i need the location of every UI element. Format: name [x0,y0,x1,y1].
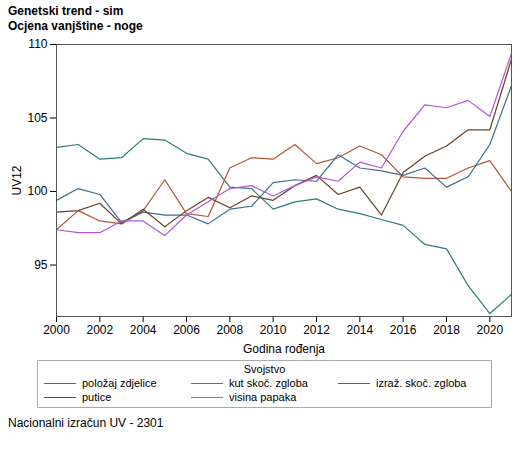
svg-text:2014: 2014 [346,323,373,337]
svg-text:100: 100 [27,184,47,198]
svg-text:Godina rođenja: Godina rođenja [243,342,325,356]
html-text:Genetski trend - sim: Genetski trend - sim [8,4,124,18]
html-text:Svojstvo: Svojstvo [243,363,286,375]
svg-text:110: 110 [28,37,47,51]
svg-text:2002: 2002 [86,323,113,337]
svg-text:105: 105 [27,111,47,125]
svg-text:2016: 2016 [390,323,417,337]
html-text:Ocjena vanjštine - noge: Ocjena vanjštine - noge [8,19,143,33]
html-text:izraž. skoč. zgloba: izraž. skoč. zgloba [376,377,467,389]
svg-text:2008: 2008 [216,323,243,337]
svg-text:2020: 2020 [476,323,503,337]
svg-text:2012: 2012 [303,323,330,337]
svg-text:2018: 2018 [433,323,460,337]
svg-text:UV12: UV12 [10,165,24,195]
svg-text:2006: 2006 [173,323,200,337]
svg-text:2004: 2004 [130,323,157,337]
html-text:putice: putice [82,391,112,403]
html-text:položaj zdjelice: položaj zdjelice [82,377,157,389]
svg-text:2010: 2010 [260,323,287,337]
html-text:Nacionalni izračun UV - 2301: Nacionalni izračun UV - 2301 [8,416,164,430]
svg-text:95: 95 [34,258,48,272]
html-text:visina papaka: visina papaka [229,391,297,403]
html-text:kut skoč. zgloba: kut skoč. zgloba [229,377,308,389]
svg-text:2000: 2000 [43,323,70,337]
